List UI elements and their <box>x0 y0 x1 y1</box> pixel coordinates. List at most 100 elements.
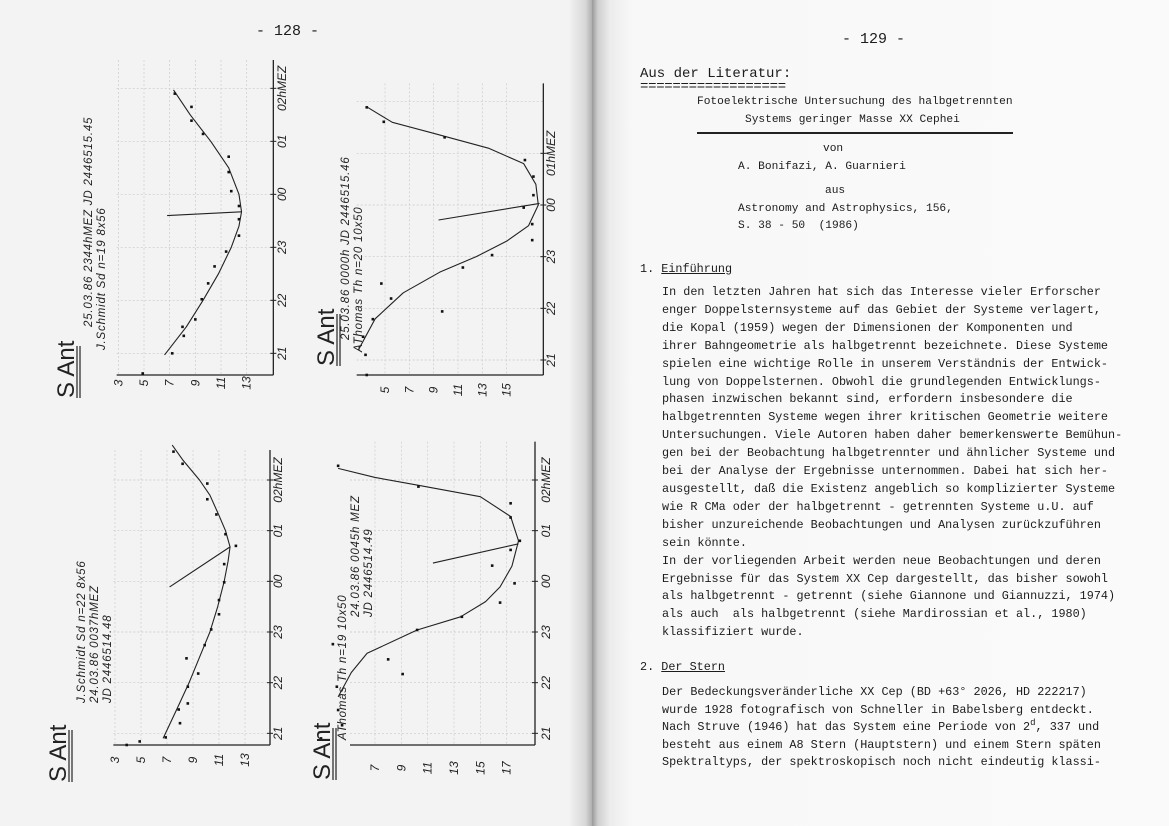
data-point <box>530 222 534 226</box>
text-line: enger Doppelsternsysteme auf das Gebiet … <box>662 302 1101 317</box>
heading-underline: ================== <box>640 79 786 95</box>
text-line: bisher unzureichende Beobachtungen und A… <box>662 517 1101 532</box>
data-point <box>170 352 174 355</box>
magnitude-tick-label: 9 <box>427 386 441 393</box>
observation-info: JD 2446514.48 <box>102 615 114 704</box>
time-tick-label: 21 <box>275 347 289 361</box>
text-line: In der vorliegenden Arbeit werden neue B… <box>662 553 1101 568</box>
data-point <box>203 643 206 647</box>
data-point <box>178 721 182 725</box>
text-line: wie R CMa oder der halbgetrennt - getren… <box>662 499 1094 514</box>
magnitude-tick-label: 9 <box>188 379 202 386</box>
data-point <box>490 564 494 567</box>
data-point <box>509 516 512 519</box>
data-point <box>522 206 525 209</box>
data-point <box>461 266 465 269</box>
data-point <box>190 105 193 109</box>
time-tick-label: 00 <box>271 574 285 588</box>
text-line: In den letzten Jahren hat sich das Inter… <box>662 285 1101 299</box>
text-line: als halbgetrennt - getrennt (siehe Giann… <box>662 589 1116 604</box>
star-label: S Ant <box>309 722 336 780</box>
data-point <box>201 132 205 136</box>
data-point <box>440 310 444 313</box>
data-point <box>513 582 516 585</box>
magnitude-tick-label: 11 <box>214 377 228 389</box>
section-heading: Aus der Literatur: <box>640 66 792 82</box>
data-point <box>229 189 233 193</box>
data-point <box>185 657 188 660</box>
magnitude-tick-label: 15 <box>473 761 487 775</box>
observation-info: J.Schmidt Sd n=22 8x56 <box>76 560 88 704</box>
time-tick-label: 01 <box>275 135 289 148</box>
data-point <box>138 740 141 743</box>
data-point <box>222 562 226 566</box>
minimum-marker <box>432 543 519 564</box>
chart-panel-3: 3 5 7 9 11 13 21 22 23 00 01 02hMEZ S Ant J.Schmidt S… <box>45 444 285 782</box>
text-line: gen bei der Beobachtung halbgetrennter u… <box>662 446 1116 461</box>
data-point <box>206 482 209 485</box>
fitted-light-curve <box>164 89 243 356</box>
text-fragment: , 337 und <box>1035 720 1100 735</box>
observation-info: 24.03.86 0045h MEZ <box>350 495 362 618</box>
data-point <box>443 136 446 139</box>
time-tick-label: 02hMEZ <box>271 457 285 503</box>
section-number: 2. <box>640 660 655 674</box>
data-point <box>224 250 228 253</box>
data-point <box>237 204 241 208</box>
left-page: - 128 - <box>256 23 320 40</box>
authors: A. Bonifazi, A. Guarnieri <box>738 161 906 173</box>
magnitude-tick-label: 9 <box>186 756 200 763</box>
time-tick-label: 23 <box>539 625 553 640</box>
section-2-heading: 2. Der Stern <box>640 660 725 674</box>
time-tick-label: 02hMEZ <box>539 457 553 503</box>
time-tick-label: 21 <box>544 353 558 367</box>
observation-info: 25.03.86 2344hMEZ JD 2446515.45 <box>83 117 95 328</box>
text-line: Nach Struve (1946) hat das System eine P… <box>662 719 1101 737</box>
magnitude-tick-label: 7 <box>368 763 382 771</box>
data-point <box>217 598 221 602</box>
data-point <box>227 155 230 159</box>
data-point <box>213 265 216 268</box>
observation-info: 24.03.86 0037hMEZ <box>89 585 101 704</box>
section-1-heading: 1. Einführung <box>640 262 732 276</box>
text-line: bei der Analyse der Ergebnisse unternomm… <box>662 464 1108 479</box>
data-point <box>532 193 535 197</box>
data-point <box>227 170 230 174</box>
data-point <box>336 708 340 712</box>
fitted-light-curve <box>162 444 231 739</box>
time-tick-label: 22 <box>271 676 285 691</box>
observation-info: J.Schmidt Sd n=19 8x56 <box>96 207 108 351</box>
data-point <box>382 120 386 124</box>
magnitude-tick-label: 17 <box>500 760 514 775</box>
data-point <box>222 581 226 584</box>
time-tick-label: 00 <box>539 574 553 588</box>
data-point <box>415 628 419 632</box>
data-point <box>509 502 512 505</box>
data-point <box>177 708 180 711</box>
text-line: Untersuchungen. Viele Autoren haben dahe… <box>662 428 1123 443</box>
time-tick-label: 01 <box>539 524 553 537</box>
data-point <box>200 297 204 301</box>
data-point <box>182 334 186 338</box>
text-line: Ergebnisse für das System XX Cep dargest… <box>662 571 1108 586</box>
data-point <box>209 628 213 631</box>
data-point <box>498 601 502 604</box>
data-point <box>530 238 534 242</box>
magnitude-tick-label: 13 <box>240 376 254 390</box>
time-tick-label: 22 <box>544 301 558 316</box>
data-point <box>181 325 184 329</box>
data-point <box>490 253 494 257</box>
data-point <box>190 119 193 122</box>
data-point <box>319 737 323 740</box>
text-line: die Kopal (1959) wegen der Dimensionen d… <box>662 320 1073 335</box>
data-point <box>518 539 522 543</box>
fitted-light-curve <box>337 467 520 698</box>
data-point <box>365 373 369 377</box>
section-1-body: In den letzten Jahren hat sich das Inter… <box>662 284 1122 642</box>
text-line: klassifiziert wurde. <box>662 625 804 640</box>
magnitude-tick-label: 7 <box>160 755 174 763</box>
data-point <box>186 702 190 705</box>
